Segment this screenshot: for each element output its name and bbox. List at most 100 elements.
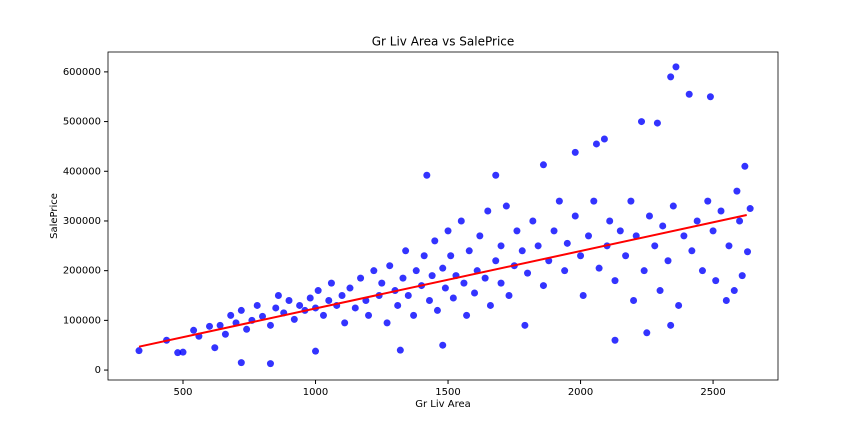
point xyxy=(712,277,720,285)
point xyxy=(664,257,672,265)
point xyxy=(312,347,320,355)
point xyxy=(571,148,579,156)
point xyxy=(645,212,653,220)
x-tick-label: 500 xyxy=(173,387,192,398)
point xyxy=(237,306,245,314)
point xyxy=(237,359,245,367)
point xyxy=(563,239,571,247)
point xyxy=(439,264,447,272)
point xyxy=(675,301,683,309)
point xyxy=(741,162,749,170)
point xyxy=(285,296,293,304)
point xyxy=(722,296,730,304)
point xyxy=(135,347,143,355)
point xyxy=(341,319,349,327)
point xyxy=(463,311,471,319)
point xyxy=(497,279,505,287)
point xyxy=(616,227,624,235)
point xyxy=(179,348,187,356)
point xyxy=(357,274,365,282)
point xyxy=(319,311,327,319)
point xyxy=(585,232,593,240)
point xyxy=(738,272,746,280)
point xyxy=(272,304,280,312)
point xyxy=(460,279,468,287)
point xyxy=(630,296,638,304)
point xyxy=(386,262,394,270)
point xyxy=(550,227,558,235)
point xyxy=(688,247,696,255)
x-tick-label: 1500 xyxy=(435,387,460,398)
point xyxy=(410,311,418,319)
point xyxy=(484,207,492,215)
point xyxy=(534,242,542,250)
point xyxy=(611,336,619,344)
point xyxy=(378,279,386,287)
plot-frame xyxy=(107,51,779,381)
point xyxy=(492,171,500,179)
point xyxy=(611,277,619,285)
point xyxy=(259,312,267,320)
point xyxy=(539,161,547,169)
point xyxy=(216,321,224,329)
point xyxy=(744,248,752,256)
y-tick-label: 600000 xyxy=(63,67,101,78)
point xyxy=(733,187,741,195)
point xyxy=(486,301,494,309)
point xyxy=(211,344,219,352)
point xyxy=(253,301,261,309)
point xyxy=(227,311,235,319)
point xyxy=(481,274,489,282)
point xyxy=(595,264,603,272)
point xyxy=(717,207,725,215)
point xyxy=(296,301,304,309)
point xyxy=(592,140,600,148)
x-tick-label: 2000 xyxy=(568,387,593,398)
point xyxy=(402,247,410,255)
point xyxy=(693,217,701,225)
point xyxy=(704,197,712,205)
point xyxy=(577,252,585,260)
point xyxy=(590,197,598,205)
point xyxy=(290,315,298,323)
point xyxy=(667,73,675,81)
point xyxy=(627,197,635,205)
point xyxy=(243,325,251,333)
y-tick-label: 100000 xyxy=(63,315,101,326)
point xyxy=(370,267,378,275)
point xyxy=(680,232,688,240)
point xyxy=(351,304,359,312)
point xyxy=(447,252,455,260)
point xyxy=(521,321,529,329)
point xyxy=(471,289,479,297)
x-axis-label: Gr Liv Area xyxy=(415,399,471,410)
point xyxy=(505,292,513,300)
point xyxy=(672,63,680,71)
point xyxy=(221,330,229,338)
point xyxy=(266,360,274,368)
x-tick-label: 2500 xyxy=(700,387,725,398)
point xyxy=(667,321,675,329)
point xyxy=(725,242,733,250)
point xyxy=(698,267,706,275)
point xyxy=(439,341,447,349)
point xyxy=(346,284,354,292)
point xyxy=(606,217,614,225)
point xyxy=(579,292,587,300)
point xyxy=(396,346,404,354)
point xyxy=(428,272,436,280)
point xyxy=(492,257,500,265)
point xyxy=(643,329,651,337)
point xyxy=(651,242,659,250)
y-axis-label: SalePrice xyxy=(49,193,60,239)
point xyxy=(206,322,214,330)
point xyxy=(394,301,402,309)
point xyxy=(529,217,537,225)
point xyxy=(423,171,431,179)
point xyxy=(502,202,510,210)
y-tick-label: 500000 xyxy=(63,117,101,128)
point xyxy=(653,119,661,127)
point xyxy=(441,284,449,292)
point xyxy=(457,217,465,225)
